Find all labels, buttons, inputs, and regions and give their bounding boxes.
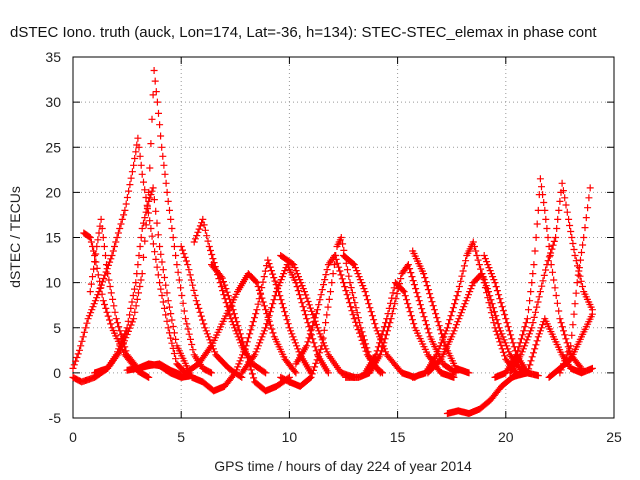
y-tick-label: 0 (53, 365, 61, 381)
series-markers (340, 252, 419, 381)
series-markers (208, 261, 293, 395)
x-tick-label: 10 (282, 429, 298, 445)
y-tick-label: 5 (53, 320, 61, 336)
chart-title: dSTEC Iono. truth (auck, Lon=174, Lat=-3… (10, 24, 597, 41)
series-markers (86, 215, 185, 379)
series-5 (69, 67, 215, 386)
series-28 (545, 310, 596, 381)
x-tick-label: 5 (177, 429, 185, 445)
axis-ticks: 0 5 10 15 20 25 -5 0 5 10 15 20 25 30 35 (45, 49, 622, 445)
series-24 (491, 175, 585, 381)
x-tick-label: 0 (69, 429, 77, 445)
series-markers (123, 360, 196, 381)
series-markers (409, 247, 473, 377)
series-16 (340, 252, 419, 381)
y-tick-label: 20 (45, 184, 61, 200)
series-25 (506, 179, 596, 377)
series-markers (491, 175, 585, 381)
series-22 (443, 369, 527, 417)
data-points (69, 67, 596, 417)
series-17 (342, 261, 460, 381)
series-markers (69, 134, 189, 377)
series-markers (545, 310, 596, 381)
x-tick-label: 15 (390, 429, 406, 445)
y-axis-label: dSTEC / TECUs (7, 186, 23, 288)
y-tick-label: 15 (45, 230, 61, 246)
series-markers (506, 179, 596, 377)
series-markers (443, 369, 527, 417)
series-markers (69, 67, 215, 386)
series-19 (409, 247, 473, 377)
series-6 (123, 360, 196, 381)
x-tick-label: 20 (498, 429, 514, 445)
x-tick-label: 25 (606, 429, 622, 445)
series-markers (342, 261, 460, 381)
series-11 (208, 261, 293, 395)
y-tick-label: 35 (45, 49, 61, 65)
y-tick-label: 30 (45, 94, 61, 110)
y-tick-label: 25 (45, 139, 61, 155)
y-tick-label: 10 (45, 275, 61, 291)
x-axis-label: GPS time / hours of day 224 of year 2014 (214, 458, 472, 474)
series-4 (86, 215, 185, 379)
series-1 (69, 134, 189, 377)
y-tick-label: -5 (49, 410, 62, 426)
